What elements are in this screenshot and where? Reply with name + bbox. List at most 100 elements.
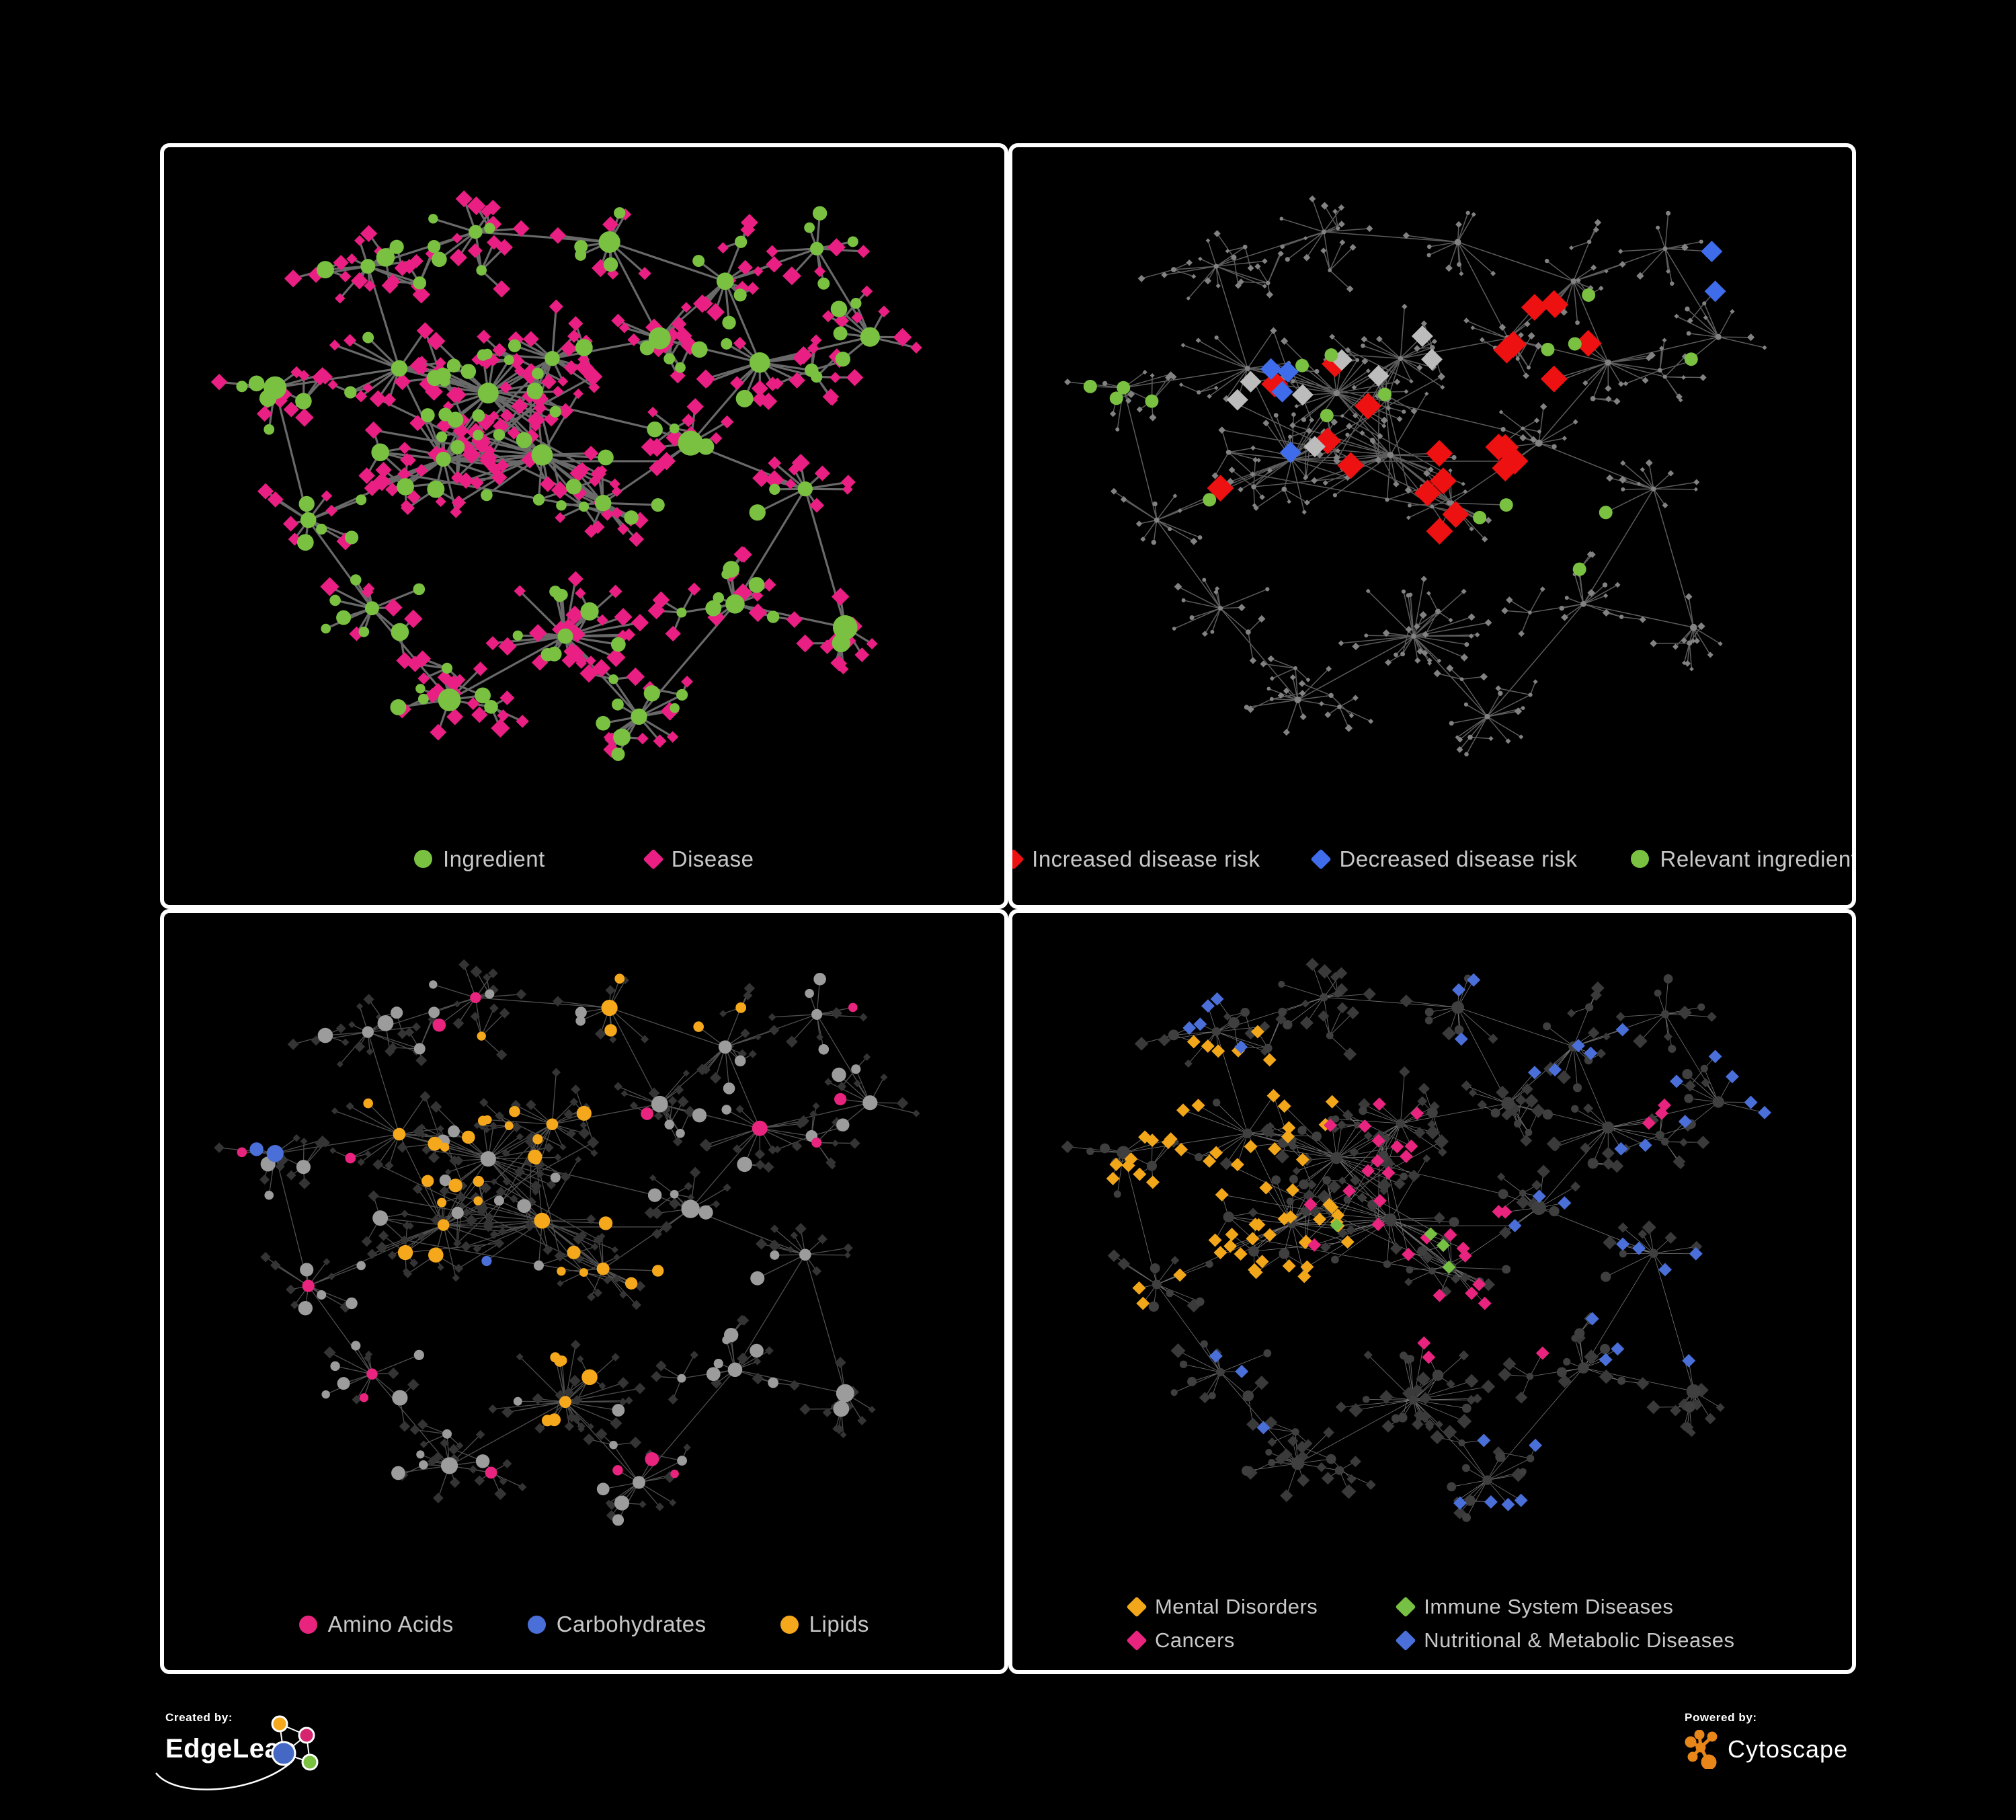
highlight-circle — [534, 1212, 551, 1229]
highlight-diamonds-layer — [1206, 290, 1602, 545]
highlight-diamonds-layer — [1303, 1097, 1671, 1364]
highlight-circle — [576, 1105, 592, 1121]
edgeleap-wordmark: EdgeLeap — [165, 1734, 297, 1764]
highlight-circle — [1472, 510, 1486, 524]
highlight-circle — [528, 1149, 542, 1164]
highlight-circle — [1499, 498, 1513, 512]
highlight-circle — [432, 1138, 443, 1148]
network-graph-disease-risk — [1063, 195, 1767, 757]
cytoscape-glyph — [1685, 1730, 1718, 1769]
legend-label: Carbohydrates — [556, 1612, 707, 1636]
highlight-circle — [1295, 358, 1309, 372]
lipids-circle-icon — [780, 1615, 799, 1634]
network-graph-ingredient-disease — [210, 190, 922, 761]
ingredient-circle-icon — [413, 850, 432, 868]
legend-item-lipids: Lipids — [780, 1612, 869, 1637]
legend-label: Mental Disorders — [1154, 1595, 1318, 1618]
highlight-circle — [641, 1107, 654, 1120]
highlight-circle — [624, 1277, 638, 1290]
highlight-circle — [437, 1218, 450, 1231]
panel-disease-risk-network: Increased disease risk Decreased disease… — [1008, 143, 1856, 909]
legend-label: Increased disease risk — [1032, 846, 1260, 871]
highlight-circle — [693, 1021, 704, 1032]
highlight-circle — [645, 1452, 659, 1466]
highlight-diamonds-layer — [1226, 325, 1443, 458]
legend-label: Relevant ingredient — [1660, 846, 1856, 871]
highlight-circle — [509, 1105, 520, 1117]
highlight-circle — [848, 1002, 858, 1012]
highlight-circle — [477, 1031, 486, 1041]
highlight-circle — [393, 1127, 406, 1140]
highlight-circle — [448, 1178, 462, 1192]
highlight-circle — [752, 1120, 768, 1136]
legend-label: Amino Acids — [327, 1612, 454, 1636]
carbohydrates-circle-icon — [527, 1615, 546, 1634]
highlight-circle — [473, 1175, 485, 1187]
highlight-circle — [421, 1175, 434, 1187]
highlight-circle — [1540, 342, 1554, 356]
highlight-circle — [559, 1395, 571, 1408]
highlight-circle — [546, 1117, 559, 1130]
cancers-diamond-icon — [1126, 1630, 1147, 1651]
legend-label: Immune System Diseases — [1424, 1595, 1674, 1618]
legend-item-amino-acids: Amino Acids — [298, 1612, 454, 1637]
created-by-label: Created by: — [165, 1711, 233, 1724]
highlight-circle — [1202, 493, 1216, 507]
highlight-circle — [1581, 288, 1595, 302]
nutritional-metabolic-diamond-icon — [1395, 1630, 1416, 1651]
highlight-circle — [1320, 409, 1334, 423]
highlight-circle — [532, 1134, 543, 1144]
highlight-circle — [1568, 337, 1582, 351]
highlight-diamonds-layer — [1106, 1025, 1355, 1310]
legend-nutrient-category: Amino Acids Carbohydrates Lipids — [164, 1587, 1004, 1662]
legend-item-carbohydrates: Carbohydrates — [527, 1612, 707, 1637]
highlight-circle — [483, 1115, 492, 1124]
highlight-circle — [579, 1267, 588, 1277]
highlight-circle — [1324, 348, 1338, 362]
figure-grid: Ingredient Disease Increased disease ris… — [160, 143, 1856, 1674]
disease-diamond-icon — [643, 848, 664, 870]
highlight-circle — [1377, 387, 1392, 401]
legend-disease-risk: Increased disease risk Decreased disease… — [1012, 822, 1856, 897]
highlight-circle — [612, 1464, 623, 1476]
panel-ingredient-disease-network: Ingredient Disease — [160, 143, 1008, 909]
diamond-nodes-layer — [1061, 957, 1725, 1519]
highlight-circle — [249, 1142, 264, 1156]
highlight-circle — [397, 1244, 413, 1260]
highlight-circle — [811, 1137, 822, 1148]
edges-layer — [1067, 198, 1765, 755]
highlight-circle — [1684, 352, 1698, 366]
legend-label: Ingredient — [442, 846, 545, 871]
edges-layer — [218, 198, 917, 755]
highlight-circle — [485, 1466, 497, 1478]
legend-item-immune-system-diseases: Immune System Diseases — [1395, 1595, 1734, 1619]
highlight-circle — [504, 1121, 514, 1130]
highlight-circle — [1109, 391, 1123, 405]
edgeleap-brand-row: EdgeLeap — [165, 1734, 296, 1764]
panel-disease-category-network: Mental Disorders Immune System Diseases … — [1008, 908, 1856, 1674]
highlight-circle — [557, 1355, 567, 1366]
highlight-circle — [302, 1279, 315, 1292]
highlight-circle — [428, 1247, 444, 1263]
highlight-circle — [567, 1245, 581, 1259]
highlight-circle — [1144, 394, 1158, 408]
panel-nutrient-category-network: Amino Acids Carbohydrates Lipids — [160, 908, 1008, 1674]
legend-label: Cancers — [1154, 1628, 1235, 1652]
legend-disease-category: Mental Disorders Immune System Diseases … — [1012, 1584, 1853, 1663]
highlight-circle — [1572, 562, 1586, 576]
edgeleap-credit: Created by: EdgeLeap — [155, 1711, 319, 1790]
highlight-circle — [581, 1369, 598, 1385]
highlight-circle — [670, 1469, 679, 1478]
highlight-circle — [473, 1195, 483, 1205]
edges-layer — [219, 963, 917, 1520]
highlight-circle — [834, 1093, 847, 1105]
legend-item-nutritional-metabolic: Nutritional & Metabolic Diseases — [1395, 1628, 1734, 1653]
highlight-circle — [359, 1392, 369, 1402]
legend-ingredient-disease: Ingredient Disease — [164, 822, 1004, 897]
legend-item-disease: Disease — [643, 846, 754, 872]
relevant-ingredient-circle-icon — [1631, 850, 1650, 868]
edgeleap-green-node — [301, 1753, 319, 1771]
highlight-circle — [614, 973, 625, 984]
highlight-circle — [548, 1413, 561, 1426]
